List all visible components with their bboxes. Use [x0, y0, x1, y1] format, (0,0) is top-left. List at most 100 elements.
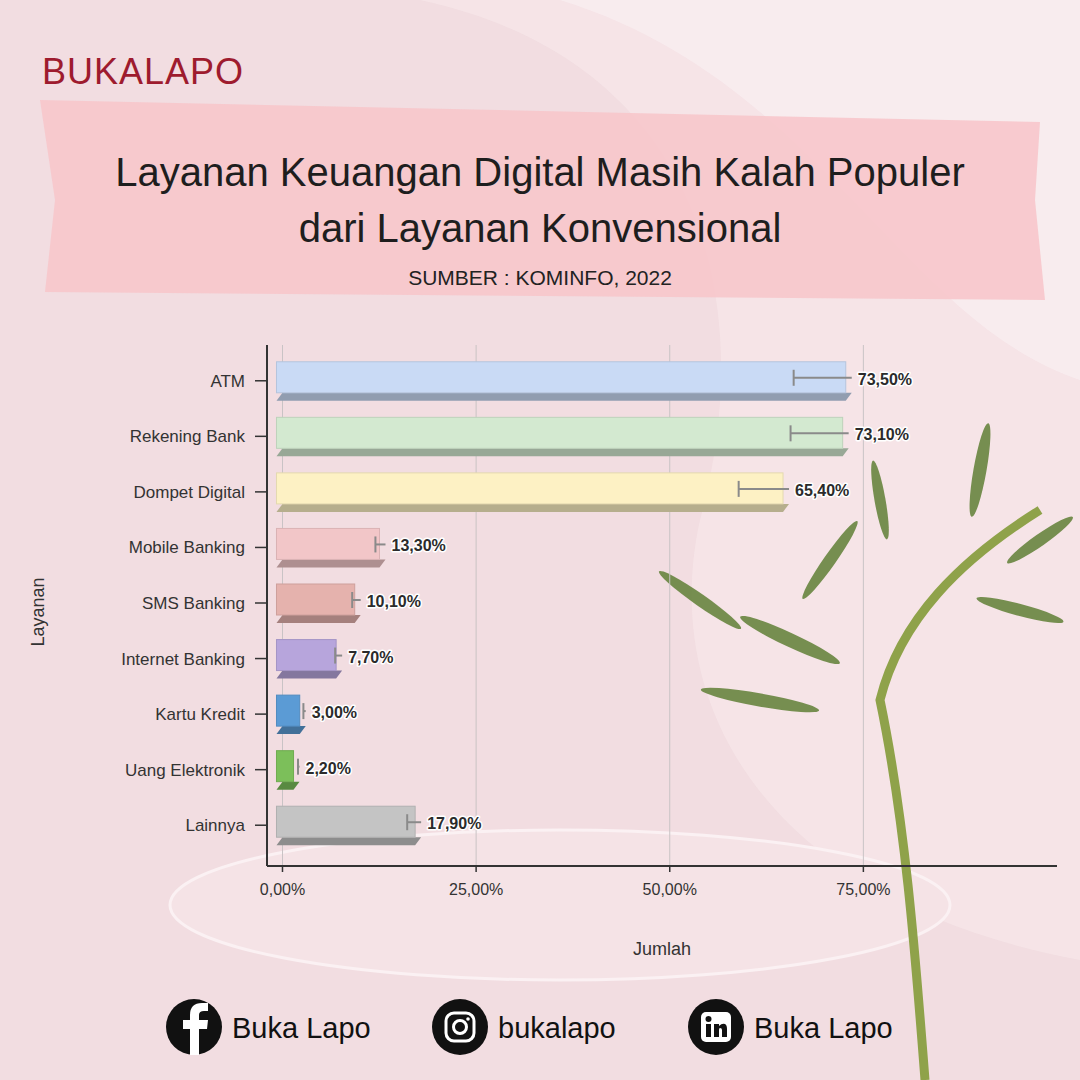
- plant-leaf: [868, 460, 893, 541]
- error-bar-line: [375, 543, 385, 545]
- plant-stem: [880, 510, 1040, 1080]
- error-bar-line: [794, 377, 852, 379]
- error-bar-line: [352, 599, 361, 601]
- error-bar-cap: [351, 592, 353, 608]
- linkedin-glyph: [701, 1012, 731, 1042]
- bar-shadow: [276, 393, 851, 401]
- data-label: 10,10%: [367, 593, 421, 610]
- plant-leaf: [798, 518, 862, 603]
- y-tick: [255, 547, 267, 549]
- error-bar: [352, 592, 361, 608]
- bar-shadow: [276, 615, 360, 623]
- data-label: 13,30%: [392, 537, 446, 554]
- category-label: Rekening Bank: [130, 427, 246, 446]
- category-label: Dompet Digital: [134, 483, 246, 502]
- social-handle: Buka Lapo: [232, 1012, 371, 1044]
- x-tick: [863, 866, 865, 872]
- social-icon: [688, 999, 744, 1055]
- error-bar: [298, 759, 300, 775]
- error-bar-cap: [793, 370, 795, 386]
- x-tick: [669, 866, 671, 872]
- bar: [276, 806, 415, 837]
- y-axis-label: Layanan: [28, 577, 48, 646]
- plant-leaf: [965, 422, 994, 518]
- social-handle: bukalapo: [498, 1012, 616, 1044]
- facebook-glyph: [183, 1003, 208, 1055]
- data-label: 3,00%: [312, 704, 357, 721]
- error-bar-line: [407, 821, 421, 823]
- bars: [276, 362, 851, 845]
- error-bar-line: [739, 488, 789, 490]
- x-tick-label: 75,00%: [836, 881, 890, 898]
- error-bar: [303, 703, 305, 719]
- error-bar-cap: [406, 814, 408, 830]
- data-label: 7,70%: [348, 649, 393, 666]
- bar: [276, 528, 379, 559]
- instagram-glyph: [466, 1017, 470, 1021]
- x-tick: [282, 866, 284, 872]
- bar-shadow: [276, 782, 299, 790]
- category-label: ATM: [210, 372, 245, 391]
- instagram-glyph: [454, 1021, 467, 1034]
- bar-shadow: [276, 559, 385, 567]
- y-axis: [266, 345, 268, 866]
- logo: BUKALAPO: [42, 51, 244, 92]
- category-label: Uang Elektronik: [125, 761, 246, 780]
- y-tick: [255, 658, 267, 660]
- error-bar-cap: [738, 481, 740, 497]
- error-bar-cap: [790, 425, 792, 441]
- plant-leaf: [1004, 512, 1076, 568]
- bar: [276, 695, 299, 726]
- bar: [276, 417, 842, 448]
- bar: [276, 751, 293, 782]
- bar: [276, 362, 845, 393]
- data-label: 17,90%: [427, 815, 481, 832]
- plant-leaf: [656, 566, 745, 633]
- subtitle: SUMBER : KOMINFO, 2022: [408, 266, 672, 289]
- y-tick: [255, 824, 267, 826]
- error-bar-line: [791, 432, 849, 434]
- error-bar-cap: [297, 759, 299, 775]
- x-axis-label: Jumlah: [633, 939, 691, 959]
- error-bar-cap: [302, 703, 304, 719]
- error-bar: [794, 370, 852, 386]
- social-icon: [432, 999, 488, 1055]
- plant-leaf: [737, 610, 843, 669]
- data-label: 73,50%: [858, 371, 912, 388]
- background: [0, 0, 1080, 1080]
- x-tick-label: 25,00%: [449, 881, 503, 898]
- bar-shadow: [276, 504, 789, 512]
- data-label: 2,20%: [306, 760, 351, 777]
- y-tick: [255, 491, 267, 493]
- category-label: Mobile Banking: [129, 538, 245, 557]
- social-handle: Buka Lapo: [754, 1012, 893, 1044]
- x-tick-label: 50,00%: [643, 881, 697, 898]
- error-bar-cap: [334, 648, 336, 664]
- category-label: Lainnya: [185, 816, 245, 835]
- social-icon: [166, 999, 222, 1055]
- error-bar: [739, 481, 789, 497]
- plant-decoration: [656, 422, 1077, 1080]
- page-root: BUKALAPO Layanan Keuangan Digital Masih K…: [0, 0, 1080, 1080]
- y-tick: [255, 436, 267, 438]
- linkedin-glyph: [714, 1024, 727, 1037]
- grid-line: [863, 345, 864, 866]
- title: dari Layanan Konvensional: [299, 206, 782, 250]
- plant-leaf: [700, 683, 820, 717]
- data-label: 65,40%: [795, 482, 849, 499]
- canvas: BUKALAPO Layanan Keuangan Digital Masih K…: [0, 0, 1080, 1080]
- title: Layanan Keuangan Digital Masih Kalah Pop…: [115, 150, 964, 194]
- y-tick: [255, 769, 267, 771]
- pedestal: [170, 830, 950, 980]
- y-tick: [255, 713, 267, 715]
- bar: [276, 640, 336, 671]
- error-bar: [335, 648, 342, 664]
- error-bar: [407, 814, 421, 830]
- linkedin-glyph: [706, 1016, 712, 1022]
- bar-shadow: [276, 448, 848, 456]
- error-bar: [791, 425, 849, 441]
- y-tick: [255, 602, 267, 604]
- error-bar-line: [335, 655, 342, 657]
- category-label: SMS Banking: [142, 594, 245, 613]
- title-brush: [40, 100, 1045, 300]
